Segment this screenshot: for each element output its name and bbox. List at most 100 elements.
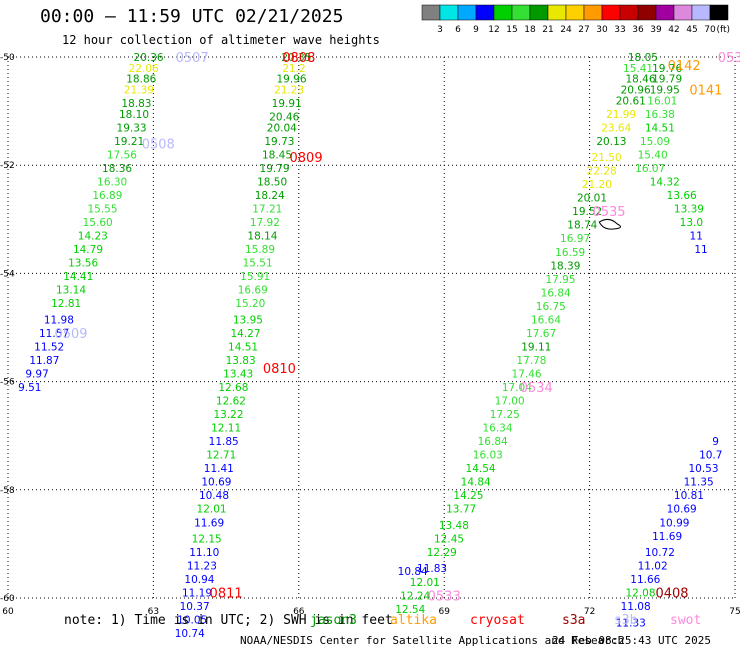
- swh-value: 22.28: [587, 166, 617, 178]
- swh-value: 11.08: [621, 601, 651, 613]
- legend-cryosat: cryosat: [470, 613, 525, 628]
- colorbar-tick: 39: [650, 25, 662, 35]
- swh-value: 17.92: [250, 217, 280, 229]
- swh-value: 21.39: [124, 84, 154, 96]
- swh-value: 19.33: [117, 122, 147, 134]
- colorbar-tick: 30: [596, 25, 608, 35]
- swh-value: 21.99: [606, 109, 636, 121]
- swh-value: 18.14: [247, 231, 277, 243]
- swh-value: 21.2: [282, 63, 305, 75]
- x-tick-label: 72: [584, 607, 595, 617]
- swh-value: 11.41: [204, 463, 234, 475]
- swh-value: 19.21: [114, 136, 144, 148]
- swh-value: 20.35: [281, 52, 311, 64]
- swh-value: 16.38: [645, 109, 675, 121]
- swh-value: 18.86: [126, 74, 156, 86]
- swh-value: 14.51: [228, 341, 258, 353]
- pass-time-label: 0534: [520, 381, 553, 396]
- swh-value: 13.39: [674, 203, 704, 215]
- pass-time-label: 0808: [282, 51, 315, 66]
- swh-value: 23.64: [601, 122, 631, 134]
- swh-value: 11.83: [417, 563, 447, 575]
- colorbar-tick: 42: [668, 25, 679, 35]
- y-tick-label: -52: [0, 161, 15, 171]
- x-tick-label: 63: [148, 607, 159, 617]
- colorbar-tick: 12: [488, 25, 499, 35]
- colorbar-tick: 45: [686, 25, 697, 35]
- swh-value: 17.67: [526, 328, 556, 340]
- x-tick-label: 75: [729, 607, 740, 617]
- colorbar-tick: 33: [614, 25, 625, 35]
- swh-value: 15.09: [640, 136, 670, 148]
- swh-value: 10.81: [674, 490, 704, 502]
- swh-value: 17.21: [252, 203, 282, 215]
- legend-s3a: s3a: [562, 613, 586, 628]
- swh-value: 16.03: [473, 450, 503, 462]
- swh-value: 16.89: [92, 190, 122, 202]
- swh-value: 12.81: [51, 298, 81, 310]
- pass-time-label: 0142: [668, 59, 701, 74]
- swh-value: 13.14: [56, 285, 86, 297]
- swh-value: 21.50: [592, 152, 622, 164]
- swh-value: 22.06: [129, 63, 159, 75]
- swh-value: 18.45: [262, 149, 292, 161]
- swh-value: 16.34: [482, 423, 512, 435]
- swh-value: 11: [690, 231, 703, 243]
- swh-value: 18.39: [550, 260, 580, 272]
- swh-value: 12.01: [410, 577, 440, 589]
- swh-value: 19.95: [650, 84, 680, 96]
- swh-value: 17.46: [512, 368, 542, 380]
- swh-value: 15.89: [245, 244, 275, 256]
- swh-value: 17.56: [107, 149, 137, 161]
- swh-value: 11.98: [44, 314, 74, 326]
- swh-value: 14.23: [78, 231, 108, 243]
- swh-value: 17.78: [516, 355, 546, 367]
- swh-value: 12.54: [395, 604, 425, 616]
- swh-value: 9.97: [25, 368, 48, 380]
- pass-time-label: 0509: [54, 327, 87, 342]
- swh-value: 10.72: [645, 547, 675, 559]
- swh-value: 14.54: [466, 463, 496, 475]
- swh-value: 19.96: [276, 74, 306, 86]
- colorbar-tick: 3: [437, 25, 443, 35]
- pass-time-label: 0508: [142, 138, 175, 153]
- colorbar: 3 6 9 12 15 18 21 24 27 30 33 36 39 42 45 70 (ft): [421, 4, 730, 35]
- swh-value: 18.05: [628, 52, 658, 64]
- y-tick-label: -56: [0, 378, 15, 388]
- legend-altika: altika: [390, 613, 437, 628]
- y-tick-label: -50: [0, 53, 15, 63]
- swh-value: 18.36: [102, 163, 132, 175]
- swh-value: 10.48: [199, 490, 229, 502]
- swh-value: 16.97: [560, 233, 590, 245]
- swh-value: 9.51: [18, 382, 41, 394]
- pass-time-label: 0408: [655, 587, 688, 602]
- swh-value: 10.53: [688, 463, 718, 475]
- x-tick-label: 66: [293, 607, 305, 617]
- swh-value: 11.85: [209, 436, 239, 448]
- swh-value: 15.41: [623, 63, 653, 75]
- pass-time-label: 0811: [210, 587, 243, 602]
- swh-value: 16.64: [531, 314, 561, 326]
- colorbar-swatch: [709, 4, 729, 21]
- swh-value: 20.46: [269, 112, 299, 124]
- swh-value: 11.10: [189, 547, 219, 559]
- swh-value: 11.02: [638, 561, 668, 573]
- colorbar-tick: 70: [704, 25, 716, 35]
- swh-value: 11.33: [616, 617, 646, 629]
- swh-value: 10.84: [398, 566, 428, 578]
- swh-value: 16.69: [238, 285, 268, 297]
- generated-timestamp: 24 Feb 08:25:43 UTC 2025: [552, 634, 711, 647]
- swh-value: 12.11: [211, 423, 241, 435]
- swh-value: 15.55: [87, 203, 117, 215]
- y-tick-label: -58: [0, 486, 15, 496]
- swh-value: 15.40: [638, 149, 668, 161]
- swh-value: 17.04: [502, 382, 532, 394]
- swh-value: 9: [712, 436, 719, 448]
- swh-value: 17.95: [545, 274, 575, 286]
- pass-time-label: 0809: [290, 151, 323, 166]
- swh-value: 10.7: [699, 450, 722, 462]
- swh-value: 13.66: [667, 190, 697, 202]
- swh-value: 16.84: [541, 287, 571, 299]
- swh-value: 20.04: [267, 122, 297, 134]
- swh-value: 16.07: [635, 163, 665, 175]
